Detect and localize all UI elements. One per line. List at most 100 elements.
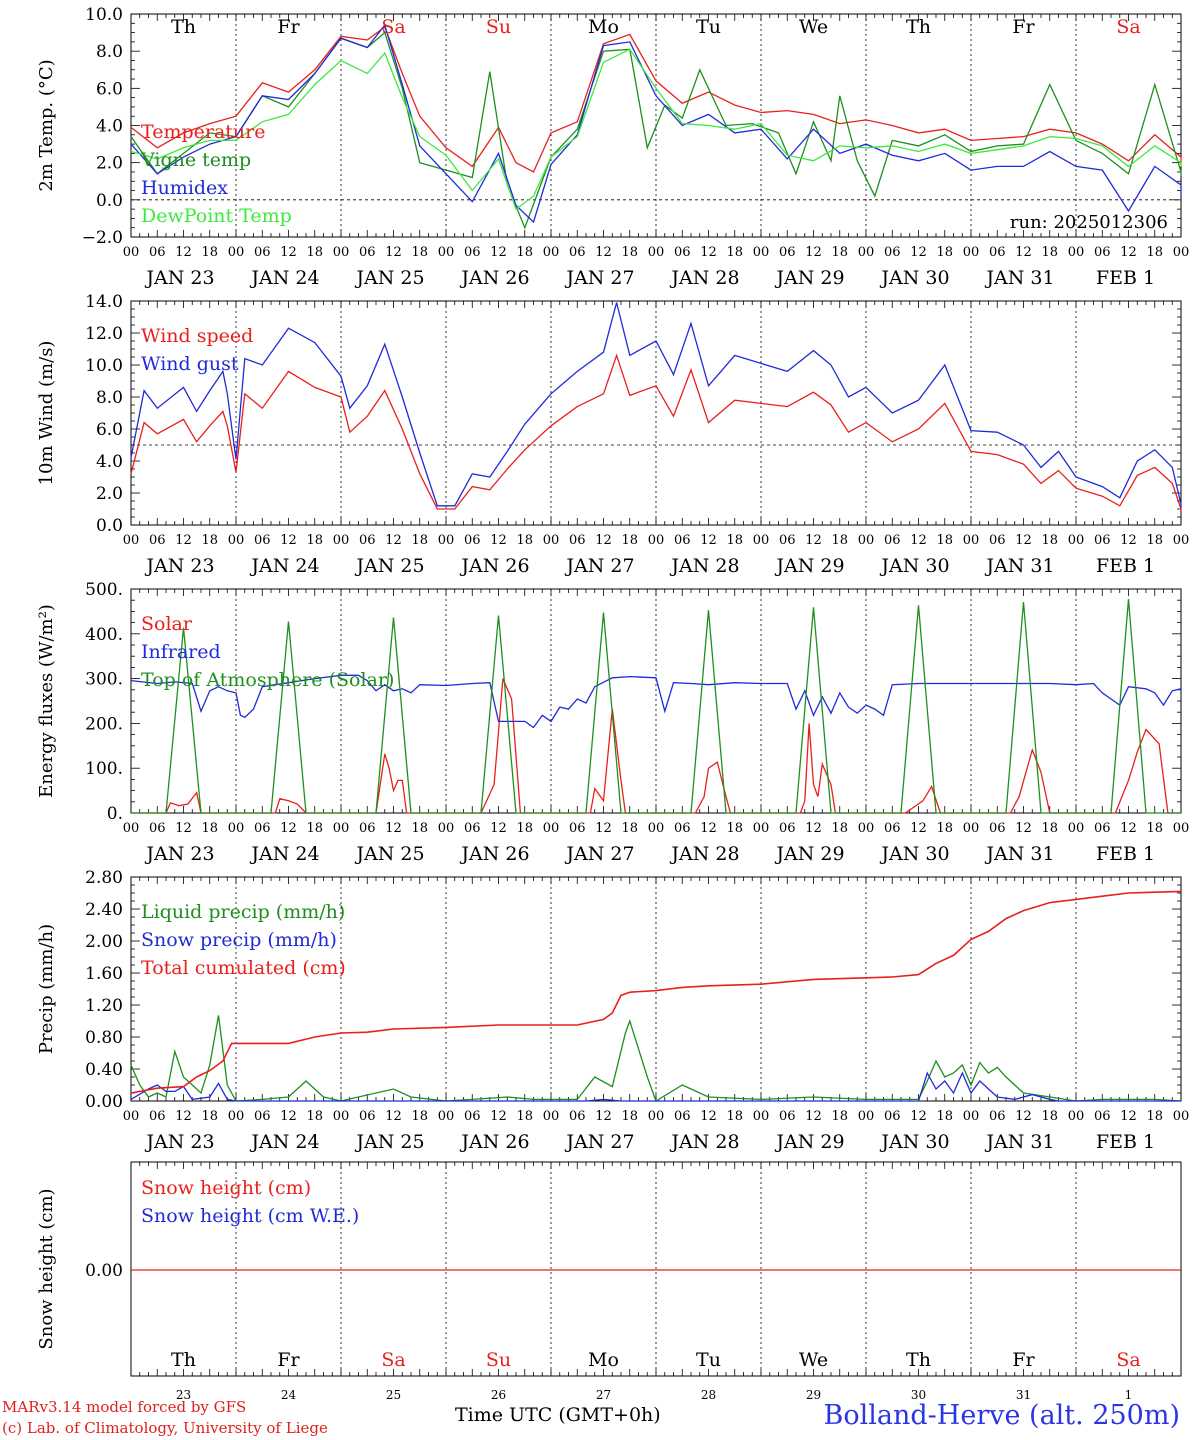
hour-label: 00 bbox=[123, 533, 140, 548]
weekday-label: We bbox=[799, 1349, 828, 1371]
y-tick-label: 8.0 bbox=[96, 42, 123, 62]
hour-label: 18 bbox=[621, 533, 638, 548]
weekday-label: Su bbox=[486, 16, 511, 38]
panel-2 bbox=[130, 300, 1182, 526]
hour-label: 18 bbox=[1146, 533, 1163, 548]
hour-label: 00 bbox=[648, 245, 665, 260]
date-label: JAN 30 bbox=[879, 555, 949, 577]
day-number: 25 bbox=[386, 1388, 401, 1402]
date-label: JAN 28 bbox=[669, 555, 739, 577]
date-label: JAN 28 bbox=[669, 843, 739, 865]
hour-label: 06 bbox=[359, 1109, 376, 1124]
hour-label: 06 bbox=[674, 533, 691, 548]
hour-label: 00 bbox=[228, 1109, 245, 1124]
hour-label: 12 bbox=[175, 245, 192, 260]
hour-label: 18 bbox=[726, 533, 743, 548]
y-tick-label: 12.0 bbox=[85, 324, 123, 344]
series-line-dewpoint-temp bbox=[130, 48, 1182, 211]
hour-label: 18 bbox=[831, 533, 848, 548]
legend-entry: Snow height (cm W.E.) bbox=[141, 1205, 359, 1227]
date-label: JAN 27 bbox=[564, 555, 634, 577]
y-tick-label: 2.40 bbox=[85, 900, 123, 920]
hour-label: 18 bbox=[411, 1109, 428, 1124]
hour-label: 18 bbox=[936, 821, 953, 836]
hour-label: 06 bbox=[254, 821, 271, 836]
hour-label: 00 bbox=[648, 1109, 665, 1124]
y-tick-label: 0.00 bbox=[85, 1092, 123, 1112]
hour-label: 00 bbox=[1068, 1109, 1085, 1124]
hour-label: 00 bbox=[1173, 1109, 1190, 1124]
series-line-infrared bbox=[130, 674, 1182, 729]
hour-label: 12 bbox=[490, 821, 507, 836]
y-tick-label: 2.0 bbox=[96, 484, 123, 504]
date-label: JAN 28 bbox=[669, 1131, 739, 1153]
series-line-temperature bbox=[130, 25, 1182, 173]
lab-credit: (c) Lab. of Climatology, University of L… bbox=[2, 1419, 328, 1437]
hour-label: 12 bbox=[385, 1109, 402, 1124]
hour-label: 00 bbox=[438, 1109, 455, 1124]
hour-label: 00 bbox=[123, 1109, 140, 1124]
date-label: JAN 24 bbox=[249, 267, 319, 289]
hour-label: 06 bbox=[359, 821, 376, 836]
y-axis-title: 2m Temp. (°C) bbox=[36, 59, 57, 191]
date-label: JAN 27 bbox=[564, 267, 634, 289]
date-label: JAN 23 bbox=[144, 1131, 214, 1153]
hour-label: 06 bbox=[569, 245, 586, 260]
y-tick-label: 8.0 bbox=[96, 388, 123, 408]
hour-label: 06 bbox=[149, 821, 166, 836]
legend-entry: Solar bbox=[141, 613, 193, 635]
y-tick-label: 0.0 bbox=[96, 516, 123, 536]
hour-label: 18 bbox=[936, 533, 953, 548]
hour-label: 18 bbox=[1041, 821, 1058, 836]
weekday-label: Tu bbox=[696, 1349, 721, 1371]
date-label: JAN 25 bbox=[354, 843, 424, 865]
hour-label: 06 bbox=[884, 533, 901, 548]
hour-label: 12 bbox=[280, 1109, 297, 1124]
hour-label: 06 bbox=[254, 533, 271, 548]
hour-label: 00 bbox=[753, 1109, 770, 1124]
date-label: JAN 23 bbox=[144, 267, 214, 289]
day-number: 29 bbox=[806, 1388, 821, 1402]
date-label: JAN 27 bbox=[564, 1131, 634, 1153]
y-tick-label: 200. bbox=[85, 714, 123, 734]
hour-label: 18 bbox=[621, 245, 638, 260]
y-axis-title: 10m Wind (m/s) bbox=[36, 341, 57, 486]
date-label: JAN 25 bbox=[354, 1131, 424, 1153]
hour-label: 12 bbox=[1015, 821, 1032, 836]
series-line-wind-gust bbox=[130, 302, 1182, 508]
day-number: 27 bbox=[596, 1388, 611, 1402]
hour-label: 18 bbox=[1146, 1109, 1163, 1124]
date-label: JAN 28 bbox=[669, 267, 739, 289]
hour-label: 12 bbox=[280, 821, 297, 836]
hour-label: 18 bbox=[936, 245, 953, 260]
hour-label: 06 bbox=[149, 1109, 166, 1124]
legend-entry: DewPoint Temp bbox=[141, 205, 292, 227]
hour-label: 00 bbox=[228, 245, 245, 260]
date-label: JAN 29 bbox=[774, 1131, 844, 1153]
hour-label: 12 bbox=[385, 533, 402, 548]
date-label: FEB 1 bbox=[1096, 1131, 1155, 1153]
y-tick-label: 4.0 bbox=[96, 117, 123, 137]
hour-label: 12 bbox=[1015, 245, 1032, 260]
hour-label: 00 bbox=[1173, 245, 1190, 260]
date-label: FEB 1 bbox=[1096, 267, 1155, 289]
hour-label: 18 bbox=[201, 821, 218, 836]
day-number: 24 bbox=[281, 1388, 297, 1402]
hour-label: 00 bbox=[858, 821, 875, 836]
weekday-label: Fr bbox=[1012, 1349, 1035, 1371]
date-label: JAN 31 bbox=[984, 267, 1054, 289]
y-tick-label: 0.80 bbox=[85, 1028, 123, 1048]
hour-label: 00 bbox=[858, 1109, 875, 1124]
hour-label: 12 bbox=[805, 1109, 822, 1124]
hour-label: 00 bbox=[963, 533, 980, 548]
hour-label: 00 bbox=[543, 821, 560, 836]
hour-label: 12 bbox=[910, 1109, 927, 1124]
hour-label: 00 bbox=[963, 245, 980, 260]
date-label: JAN 26 bbox=[459, 555, 529, 577]
y-tick-label: 1.20 bbox=[85, 996, 123, 1016]
hour-label: 00 bbox=[753, 533, 770, 548]
date-label: JAN 29 bbox=[774, 555, 844, 577]
hour-label: 00 bbox=[858, 245, 875, 260]
hour-label: 18 bbox=[306, 533, 323, 548]
weekday-label: Tu bbox=[696, 16, 721, 38]
